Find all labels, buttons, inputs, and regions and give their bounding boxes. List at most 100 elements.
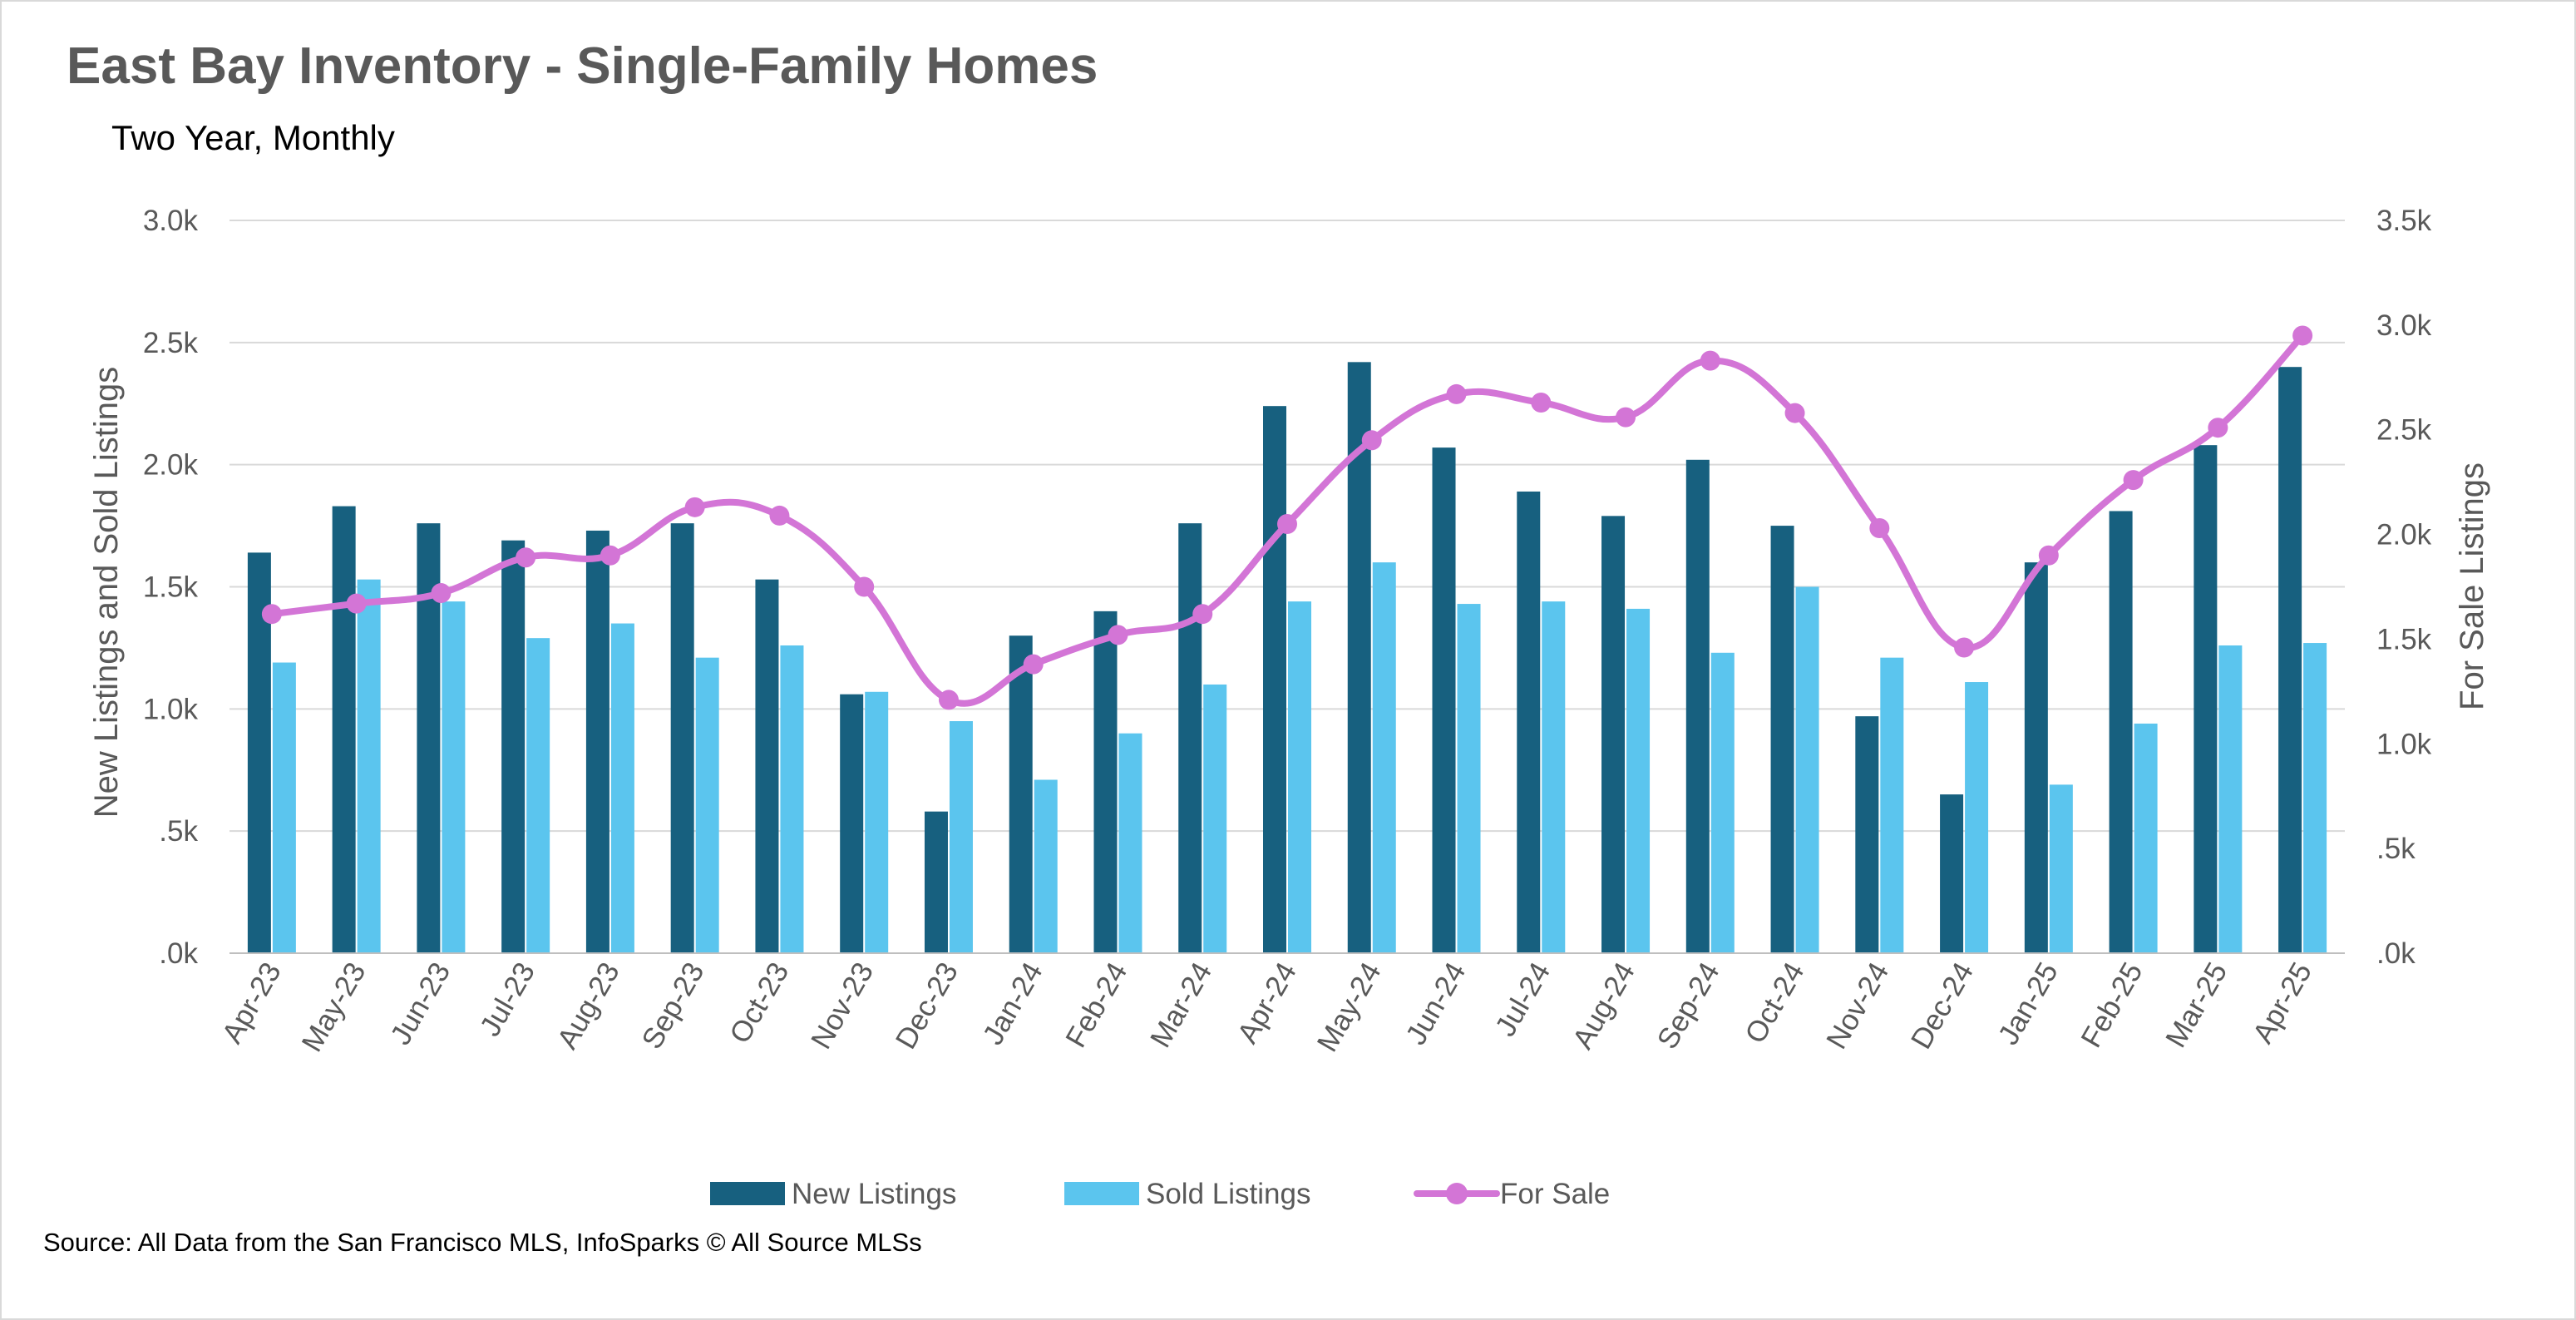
y-tick-label: 2.0k: [143, 449, 199, 482]
chart-subtitle: Two Year, Monthly: [111, 118, 395, 157]
bar-sold-listings: [2218, 645, 2243, 953]
for-sale-point: [2038, 545, 2059, 566]
x-tick-label: Nov-24: [1820, 957, 1895, 1055]
for-sale-point: [516, 547, 536, 568]
bar-new-listings: [1855, 716, 1879, 953]
bar-new-listings: [1178, 523, 1202, 953]
x-tick-label: Mar-24: [1144, 957, 1218, 1054]
bar-new-listings: [2024, 562, 2048, 953]
for-sale-point: [1616, 407, 1636, 428]
y2-axis-title: For Sale Listings: [2454, 462, 2490, 710]
bar-new-listings: [585, 530, 609, 953]
x-tick-label: Apr-23: [216, 957, 288, 1049]
bar-sold-listings: [1626, 608, 1651, 953]
bar-new-listings: [670, 523, 694, 953]
x-tick-label: Jan-24: [976, 957, 1049, 1051]
bar-new-listings: [1601, 516, 1626, 953]
for-sale-point: [769, 505, 790, 526]
x-tick-label: Jul-23: [474, 957, 541, 1042]
for-sale-point: [431, 583, 452, 604]
bar-new-listings: [1093, 611, 1118, 953]
y2-tick-label: 1.0k: [2376, 728, 2432, 760]
bars: [247, 362, 2327, 954]
x-tick-label: Dec-24: [1905, 957, 1980, 1055]
bar-sold-listings: [272, 662, 296, 953]
x-tick-label: Feb-25: [2075, 957, 2149, 1054]
bar-sold-listings: [2134, 723, 2158, 953]
x-tick-label: May-24: [1311, 957, 1388, 1058]
bar-sold-listings: [2303, 643, 2327, 953]
bar-sold-listings: [1542, 601, 1566, 953]
bar-sold-listings: [1965, 682, 1989, 953]
bar-sold-listings: [442, 601, 466, 953]
bar-sold-listings: [1795, 586, 1819, 953]
for-sale-line: [268, 332, 2307, 707]
for-sale-line-group: [261, 325, 2313, 710]
bar-new-listings: [755, 579, 779, 953]
bar-sold-listings: [610, 623, 634, 953]
bar-new-listings: [2278, 367, 2302, 953]
x-tick-label: Apr-25: [2247, 957, 2318, 1049]
y-tick-label: 1.0k: [143, 693, 199, 725]
bar-new-listings: [2109, 511, 2133, 953]
for-sale-point: [1023, 654, 1044, 675]
x-tick-label: Dec-23: [890, 957, 965, 1055]
y2-tick-label: 3.0k: [2376, 309, 2432, 342]
x-tick-label: Jun-24: [1399, 957, 1472, 1051]
legend-swatch-new-listings: [710, 1182, 785, 1205]
for-sale-point: [1531, 392, 1552, 413]
for-sale-point: [600, 545, 620, 566]
for-sale-point: [854, 576, 875, 597]
bar-sold-listings: [1880, 657, 1904, 953]
for-sale-point: [261, 604, 282, 625]
for-sale-point: [684, 497, 705, 517]
bar-sold-listings: [526, 638, 550, 953]
x-tick-label: Oct-24: [1739, 957, 1810, 1049]
bar-sold-listings: [1372, 562, 1396, 953]
legend: New Listings Sold Listings For Sale: [710, 1178, 1610, 1210]
bar-sold-listings: [1203, 684, 1227, 953]
y2-tick-label: .0k: [2376, 937, 2416, 970]
bar-sold-listings: [780, 645, 804, 953]
axes: .0k .5k 1.0k 1.5k 2.0k 2.5k 3.0k .0k .5k 1.0k 1.5k…: [143, 205, 2432, 1057]
x-tick-label: Oct-23: [723, 957, 795, 1049]
bar-sold-listings: [1457, 604, 1481, 953]
bar-sold-listings: [949, 721, 973, 953]
bar-sold-listings: [1118, 733, 1142, 953]
legend-label-sold-listings: Sold Listings: [1146, 1178, 1310, 1210]
y-tick-label: 2.5k: [143, 327, 199, 359]
bar-sold-listings: [695, 657, 719, 953]
x-tick-label: Aug-23: [551, 957, 626, 1055]
for-sale-point: [938, 690, 959, 710]
y2-tick-label: 3.5k: [2376, 205, 2432, 237]
bar-new-listings: [1263, 406, 1286, 954]
x-tick-label: Feb-24: [1059, 957, 1133, 1054]
bar-sold-listings: [1710, 652, 1735, 953]
for-sale-point: [1446, 383, 1467, 404]
bar-new-listings: [1517, 491, 1541, 953]
bar-new-listings: [924, 811, 948, 953]
bar-new-listings: [1009, 635, 1033, 953]
bar-new-listings: [1685, 459, 1710, 953]
bar-new-listings: [1432, 447, 1456, 953]
legend-label-for-sale: For Sale: [1500, 1178, 1610, 1210]
for-sale-point: [1192, 604, 1213, 625]
legend-swatch-for-sale-marker: [1446, 1183, 1468, 1204]
for-sale-point: [2123, 470, 2144, 491]
for-sale-point: [2292, 325, 2313, 346]
bar-new-listings: [332, 506, 356, 953]
y-axis-title: New Listings and Sold Listings: [88, 367, 125, 818]
bar-new-listings: [501, 540, 526, 953]
for-sale-point: [2208, 418, 2228, 438]
x-tick-label: Sep-23: [635, 957, 710, 1055]
for-sale-point: [1277, 513, 1297, 534]
bar-new-listings: [840, 694, 864, 953]
for-sale-point: [1361, 430, 1382, 451]
x-tick-label: Aug-24: [1567, 957, 1641, 1055]
bar-new-listings: [2194, 445, 2218, 953]
x-tick-label: May-23: [295, 957, 372, 1058]
legend-swatch-sold-listings: [1064, 1182, 1139, 1205]
for-sale-point: [1784, 403, 1805, 423]
source-note: Source: All Data from the San Francisco …: [43, 1228, 922, 1257]
x-tick-label: Mar-25: [2159, 957, 2233, 1054]
